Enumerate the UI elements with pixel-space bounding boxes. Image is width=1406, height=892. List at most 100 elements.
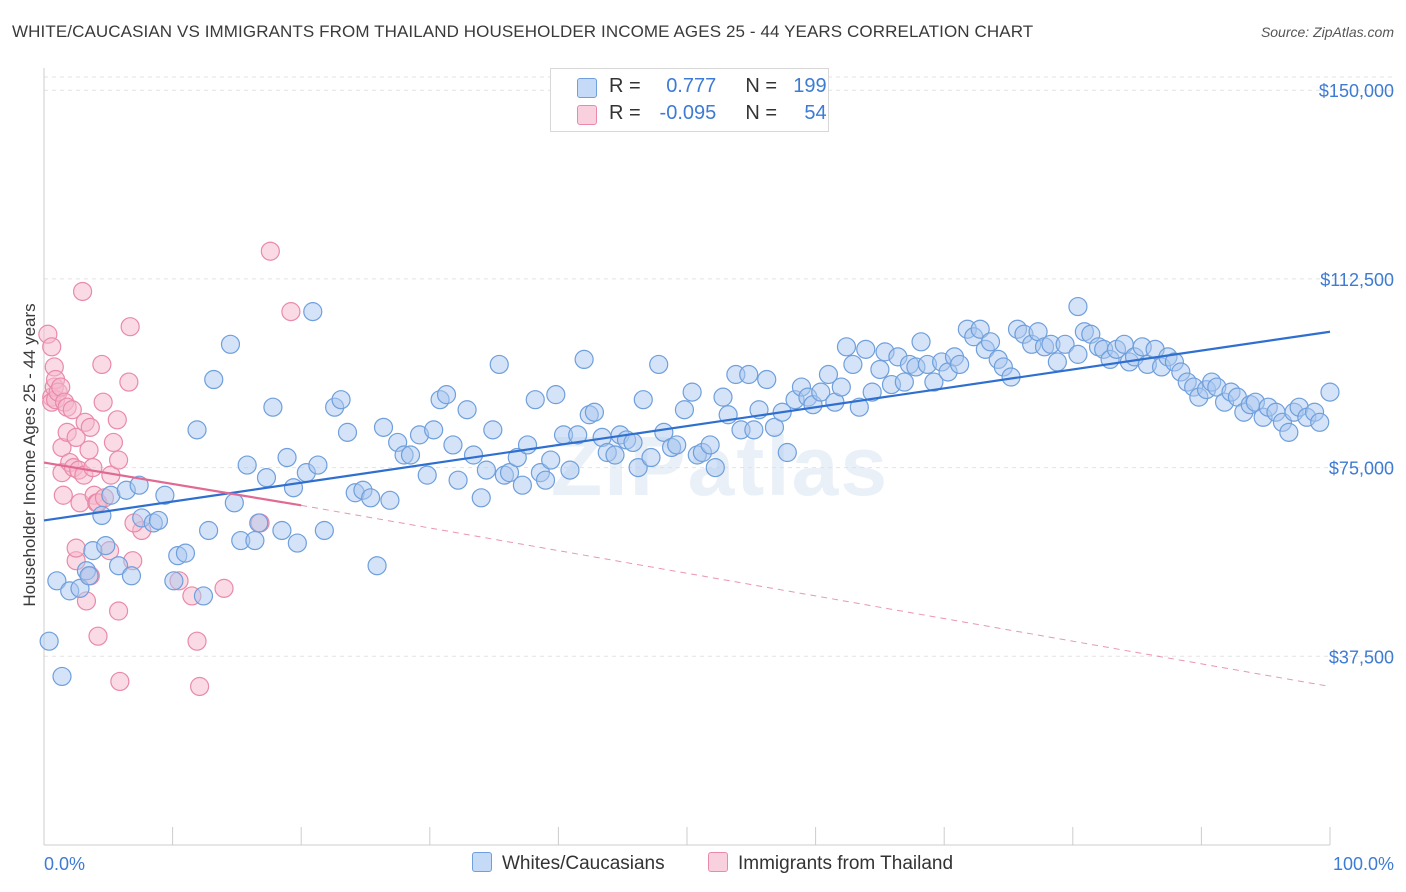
- data-point-whites: [237, 455, 257, 475]
- data-point-thailand: [108, 450, 129, 470]
- data-point-whites: [175, 543, 196, 563]
- bottom-legend-thailand: Immigrants from Thailand: [708, 852, 953, 875]
- data-point-whites: [667, 435, 687, 455]
- data-point-whites: [970, 319, 990, 339]
- legend-n-value: 199: [793, 75, 827, 97]
- data-point-thailand: [80, 417, 100, 437]
- data-point-whites: [331, 390, 351, 410]
- data-point-whites: [164, 571, 184, 591]
- y-tick-labels: $37,500 $75,000 $112,500 $150,000: [1319, 81, 1394, 667]
- data-point-whites: [1055, 334, 1075, 354]
- data-point-whites: [831, 377, 851, 397]
- data-point-whites: [911, 332, 931, 352]
- data-point-whites: [39, 631, 59, 651]
- data-point-whites: [193, 586, 214, 606]
- data-point-whites: [424, 420, 444, 440]
- data-point-whites: [148, 510, 169, 531]
- y-tick-label: $37,500: [1329, 647, 1394, 667]
- data-point-whites: [628, 457, 648, 478]
- data-point-thailand: [62, 400, 82, 420]
- data-point-whites: [308, 455, 328, 475]
- data-point-whites: [1068, 344, 1088, 364]
- data-point-whites: [108, 556, 129, 576]
- data-point-whites: [476, 460, 496, 480]
- data-point-thailand: [108, 601, 129, 621]
- data-point-whites: [220, 334, 241, 354]
- data-point-whites: [155, 485, 175, 505]
- data-point-whites: [400, 445, 421, 465]
- correlation-legend: R = 0.777 N = 199 R = -0.095 N = 54: [550, 68, 829, 132]
- data-point-thailand: [92, 354, 112, 375]
- legend-swatch-pink: [577, 105, 597, 125]
- data-point-thailand: [107, 410, 127, 430]
- data-point-whites: [256, 468, 277, 488]
- data-point-whites: [682, 382, 702, 402]
- legend-n-value: 54: [804, 102, 827, 124]
- data-point-whites: [1279, 422, 1299, 442]
- data-point-whites: [417, 465, 437, 485]
- y-tick-label: $75,000: [1329, 459, 1394, 479]
- data-point-thailand: [53, 485, 73, 505]
- legend-n-label: N =: [745, 75, 778, 97]
- data-point-whites: [314, 520, 334, 541]
- data-point-thailand: [88, 626, 108, 646]
- data-point-whites: [187, 420, 207, 440]
- data-point-thailand: [103, 432, 124, 453]
- data-point-whites: [574, 349, 594, 370]
- data-point-thailand: [66, 427, 86, 448]
- legend-n-label: N =: [745, 102, 778, 124]
- data-point-whites: [457, 400, 477, 420]
- data-point-whites: [836, 337, 857, 357]
- data-point-whites: [436, 385, 457, 405]
- data-point-whites: [1068, 296, 1088, 317]
- source-note: Source: ZipAtlas.com: [1260, 24, 1394, 40]
- bottom-legend-swatch-blue: [472, 852, 492, 872]
- data-point-whites: [649, 354, 669, 375]
- data-point-whites: [856, 339, 876, 359]
- data-point-whites: [546, 385, 566, 405]
- axes: [43, 68, 1331, 846]
- data-point-whites: [303, 302, 323, 322]
- data-point-whites: [448, 470, 468, 490]
- data-point-thailand: [190, 676, 210, 697]
- data-point-thailand: [214, 578, 234, 598]
- trend-line-whites: [43, 330, 1331, 522]
- data-point-whites: [641, 447, 661, 468]
- chart-title: WHITE/CAUCASIAN VS IMMIGRANTS FROM THAIL…: [12, 22, 1034, 41]
- data-point-whites: [263, 397, 283, 417]
- data-point-whites: [674, 400, 695, 420]
- data-point-whites: [204, 369, 224, 390]
- data-point-whites: [283, 478, 304, 498]
- data-point-whites: [525, 390, 545, 410]
- data-point-thailand: [83, 457, 103, 478]
- data-point-whites: [249, 513, 269, 533]
- data-point-whites: [96, 535, 116, 556]
- data-point-whites: [483, 420, 503, 440]
- data-point-whites: [463, 445, 484, 465]
- data-point-thailand: [42, 337, 62, 357]
- data-point-thailand: [187, 631, 207, 651]
- data-point-thailand: [119, 372, 139, 392]
- data-point-whites: [47, 571, 67, 591]
- trend-lines: [43, 330, 1331, 687]
- x-tick-label-min: 0.0%: [44, 854, 85, 874]
- data-point-whites: [277, 447, 297, 468]
- data-point-whites: [950, 354, 970, 375]
- data-point-whites: [337, 422, 358, 442]
- data-point-whites: [199, 520, 219, 541]
- legend-r-label: R =: [609, 102, 641, 124]
- data-point-whites: [862, 382, 882, 402]
- bottom-legend-whites: Whites/Caucasians: [472, 852, 665, 875]
- data-point-whites: [287, 533, 307, 553]
- data-point-thailand: [72, 281, 93, 302]
- data-point-whites: [245, 530, 265, 551]
- data-point-whites: [739, 364, 759, 385]
- data-point-whites: [224, 493, 244, 513]
- data-point-whites: [92, 505, 112, 526]
- data-point-thailand: [281, 302, 301, 322]
- data-point-thailand: [79, 440, 99, 460]
- data-point-whites: [367, 556, 387, 576]
- y-axis-label: Householder Income Ages 25 - 44 years: [20, 303, 39, 606]
- data-point-whites: [1320, 382, 1340, 402]
